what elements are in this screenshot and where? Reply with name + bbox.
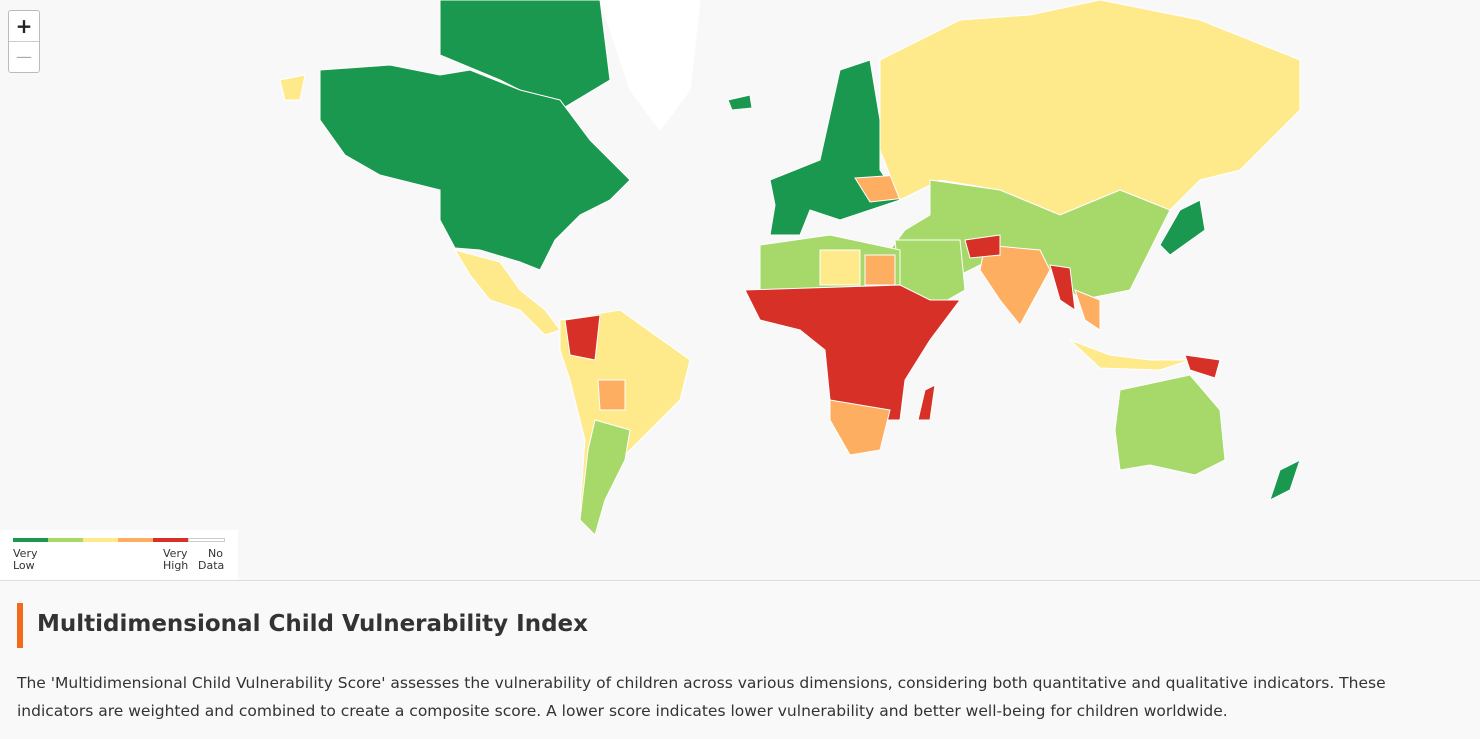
map[interactable]: + — Very Low Very High No Data xyxy=(0,0,1480,580)
libya xyxy=(819,249,861,286)
legend-label: Very High xyxy=(163,547,189,572)
zoom-in[interactable]: + xyxy=(15,14,33,38)
iceland xyxy=(727,94,753,111)
greenland xyxy=(599,0,701,131)
zoom-control: + — xyxy=(8,10,40,73)
legend-swatch xyxy=(153,538,188,542)
afghanistan xyxy=(964,234,1001,259)
russia xyxy=(879,0,1301,216)
myanmar xyxy=(1049,264,1076,312)
description: The 'Multidimensional Child Vulnerabilit… xyxy=(17,674,1386,720)
madagascar xyxy=(917,384,936,421)
legend-swatch xyxy=(48,538,83,542)
world-map xyxy=(279,0,1301,536)
australia xyxy=(1114,374,1226,476)
southern-africa xyxy=(829,399,891,456)
legend-swatch xyxy=(188,538,225,542)
legend-swatch xyxy=(83,538,118,542)
egypt xyxy=(864,254,896,286)
central-america xyxy=(453,249,561,336)
indonesia xyxy=(1069,339,1191,371)
japan xyxy=(1159,199,1206,256)
legend-label: Very Low xyxy=(13,547,38,572)
alaska-islands xyxy=(279,74,306,101)
legend-swatch xyxy=(118,538,153,542)
india xyxy=(979,244,1051,326)
legend-swatch xyxy=(13,538,48,542)
papua-new-guinea xyxy=(1184,354,1221,379)
title-accent xyxy=(17,603,23,648)
legend: Very Low Very High No Data xyxy=(0,530,238,580)
sub-saharan-africa xyxy=(744,284,961,421)
info-panel: Multidimensional Child Vulnerability Ind… xyxy=(0,580,1480,739)
argentina-chile xyxy=(579,419,631,536)
southeast-asia xyxy=(1074,289,1101,331)
legend-label: No Data xyxy=(198,547,225,572)
legend-swatches xyxy=(13,538,225,542)
zoom-out[interactable]: — xyxy=(9,41,39,72)
bolivia xyxy=(597,379,626,411)
colombia xyxy=(564,314,601,361)
north-america xyxy=(319,64,631,271)
title: Multidimensional Child Vulnerability Ind… xyxy=(37,611,588,637)
new-zealand xyxy=(1269,459,1301,501)
